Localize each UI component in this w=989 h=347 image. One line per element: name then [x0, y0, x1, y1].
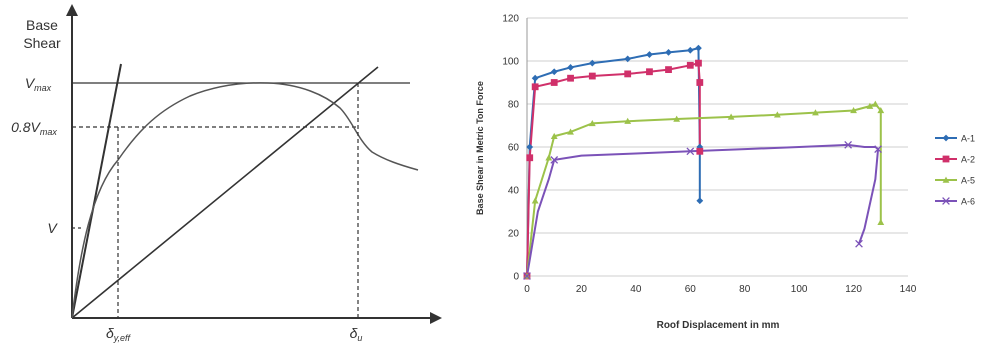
y-tick-label: 60 — [508, 143, 520, 154]
x-tick-label: 40 — [630, 284, 642, 295]
data-point — [695, 59, 702, 67]
data-point — [686, 46, 694, 54]
x-tick-label: 100 — [791, 284, 808, 295]
data-point — [695, 44, 702, 52]
data-point — [588, 59, 596, 67]
legend-label: A-2 — [961, 155, 975, 165]
data-point — [877, 218, 885, 225]
delta-u-label: δu — [350, 325, 363, 343]
data-point — [942, 197, 950, 205]
data-point — [696, 197, 704, 205]
schematic-ylabel-line1: Base — [26, 17, 58, 33]
legend-label: A-6 — [961, 197, 975, 207]
data-point — [567, 128, 574, 135]
series-line-A-5 — [526, 102, 882, 277]
x-tick-label: 80 — [739, 284, 751, 295]
data-point — [866, 102, 874, 109]
x-tick-label: 140 — [900, 284, 917, 295]
y-tick-label: 80 — [508, 100, 520, 111]
data-point — [942, 134, 950, 142]
schematic-ylabel-line2: Shear — [23, 35, 61, 51]
y-tick-label: 0 — [513, 272, 519, 283]
data-point — [523, 272, 531, 280]
schematic-y-arrow — [66, 4, 78, 16]
data-point — [727, 113, 735, 120]
data-point — [545, 154, 553, 161]
schematic-chart: Base Shear Vmax 0.8Vmax V δy,eff δu — [11, 4, 442, 343]
data-point — [871, 100, 879, 107]
initial-stiffness-line — [71, 63, 122, 319]
data-point — [526, 143, 534, 151]
secant-line — [71, 66, 379, 319]
schematic-x-arrow — [430, 312, 442, 324]
data-point — [942, 176, 950, 183]
data-point — [531, 197, 539, 204]
x-axis-label: Roof Displacement in mm — [657, 320, 780, 331]
legend-label: A-5 — [961, 176, 975, 186]
pushover-data-chart: 0 20 40 60 80 100 120 0 20 40 60 80 100 120 140 Roof D… — [475, 14, 975, 332]
pushover-curve — [71, 82, 419, 319]
y-tick-label: 20 — [508, 229, 520, 240]
series-line-A-2 — [526, 61, 701, 277]
x-tick-label: 0 — [524, 284, 530, 295]
data-point — [646, 68, 653, 76]
data-point — [550, 156, 559, 164]
data-point — [567, 74, 574, 82]
data-point — [624, 70, 632, 78]
legend-label: A-1 — [961, 134, 975, 144]
data-point — [550, 68, 558, 76]
series-markers — [523, 44, 885, 280]
data-point — [686, 147, 695, 156]
data-point — [773, 111, 781, 118]
data-point — [855, 239, 863, 248]
data-point — [550, 79, 558, 86]
data-point — [665, 49, 672, 56]
y-tick-label: 100 — [502, 57, 519, 68]
data-point — [526, 154, 534, 162]
data-point — [942, 155, 950, 163]
data-point — [844, 140, 852, 149]
data-point — [624, 117, 632, 124]
delta-yeff-label: δy,eff — [106, 325, 132, 343]
x-tick-label: 60 — [685, 284, 697, 295]
data-point — [874, 145, 882, 154]
data-point — [567, 64, 574, 71]
data-point — [696, 147, 704, 155]
legend: A-1 A-2 A-5 A-6 — [935, 134, 975, 207]
data-point — [531, 83, 539, 91]
data-point — [588, 72, 596, 80]
data-point — [696, 79, 704, 86]
data-point — [686, 61, 694, 69]
tick-labels: 0 20 40 60 80 100 120 0 20 40 60 80 100 120 140 — [502, 14, 916, 296]
v-label: V — [47, 220, 58, 236]
vmax-label: Vmax — [25, 75, 52, 93]
data-point — [673, 115, 681, 122]
series-lines — [526, 46, 882, 277]
series-line-A-6 — [526, 143, 880, 277]
data-point — [531, 74, 539, 82]
y-axis-label: Base Shear in Metric Ton Force — [475, 81, 485, 215]
x-tick-label: 120 — [845, 284, 862, 295]
data-point — [646, 51, 653, 58]
data-point — [850, 107, 857, 114]
data-point — [588, 119, 596, 127]
y-tick-label: 120 — [502, 14, 519, 25]
data-point — [550, 132, 558, 139]
data-point — [665, 66, 672, 73]
x-tick-label: 20 — [576, 284, 588, 295]
y-tick-label: 40 — [508, 186, 520, 197]
data-point — [624, 55, 632, 63]
08vmax-label: 0.8Vmax — [11, 119, 57, 137]
data-point — [812, 109, 819, 116]
data-point — [877, 107, 885, 114]
